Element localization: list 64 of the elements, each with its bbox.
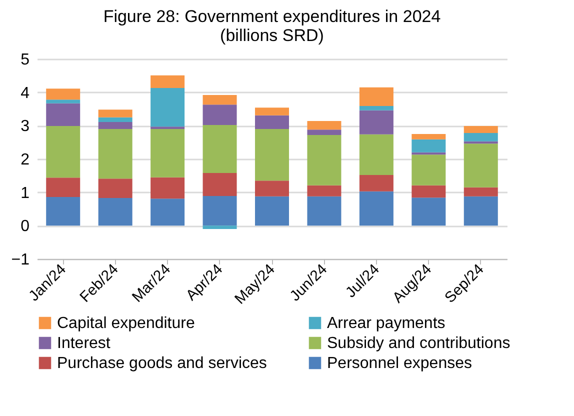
bar: [150, 129, 185, 178]
legend-label: Purchase goods and services: [57, 355, 267, 372]
y-tick-label: 0: [20, 218, 30, 236]
legend-label: Capital expenditure: [57, 315, 195, 332]
bar: [412, 198, 446, 226]
bar: [46, 197, 80, 226]
bar: [98, 178, 132, 198]
bar: [464, 144, 498, 188]
bar: [255, 108, 289, 116]
bar: [255, 115, 289, 129]
bar: [150, 177, 185, 199]
bar: [464, 126, 498, 133]
y-tick-label: 4: [20, 84, 30, 102]
legend-label: Subsidy and contributions: [327, 335, 510, 352]
bar: [255, 180, 289, 196]
bar: [412, 134, 446, 140]
legend-label: Interest: [57, 335, 111, 352]
bar: [307, 121, 342, 130]
legend-label: Arrear payments: [327, 315, 446, 332]
bar: [255, 129, 289, 181]
bar: [46, 178, 80, 197]
bar: [359, 87, 394, 106]
bar: [464, 187, 498, 196]
bar: [412, 139, 446, 152]
y-tick-label: −1: [11, 252, 30, 268]
bar: [359, 110, 394, 134]
bar: [359, 134, 394, 175]
bar: [150, 198, 185, 226]
bar: [464, 196, 498, 226]
bar: [202, 173, 237, 196]
bar: [202, 226, 237, 229]
chart-subtitle: (billions SRD): [220, 26, 324, 45]
bar: [46, 103, 80, 126]
bar: [202, 95, 237, 105]
bar: [359, 175, 394, 192]
bar: [307, 135, 342, 186]
bar: [359, 106, 394, 110]
y-tick-label: 5: [20, 52, 30, 68]
y-tick-label: 3: [20, 118, 30, 136]
bar: [307, 130, 342, 135]
bar: [464, 133, 498, 142]
bar: [98, 129, 132, 179]
bar: [359, 191, 394, 226]
bar: [46, 88, 80, 100]
bar: [307, 196, 342, 226]
legend-label: Personnel expenses: [327, 355, 472, 372]
bar: [412, 154, 446, 186]
bar: [307, 185, 342, 196]
bar: [412, 185, 446, 198]
bar: [98, 198, 132, 226]
chart-title: Figure 28: Government expenditures in 2024: [103, 7, 441, 26]
bar: [150, 88, 185, 127]
y-tick-label: 1: [20, 184, 30, 202]
bar: [98, 117, 132, 122]
bar: [46, 126, 80, 178]
bar: [46, 100, 80, 104]
bar: [202, 104, 237, 125]
bar: [150, 75, 185, 88]
y-tick-label: 2: [20, 152, 30, 168]
bar: [202, 125, 237, 173]
bar: [202, 196, 237, 226]
bar: [98, 110, 132, 118]
bar: [98, 122, 132, 129]
bar: [255, 196, 289, 226]
